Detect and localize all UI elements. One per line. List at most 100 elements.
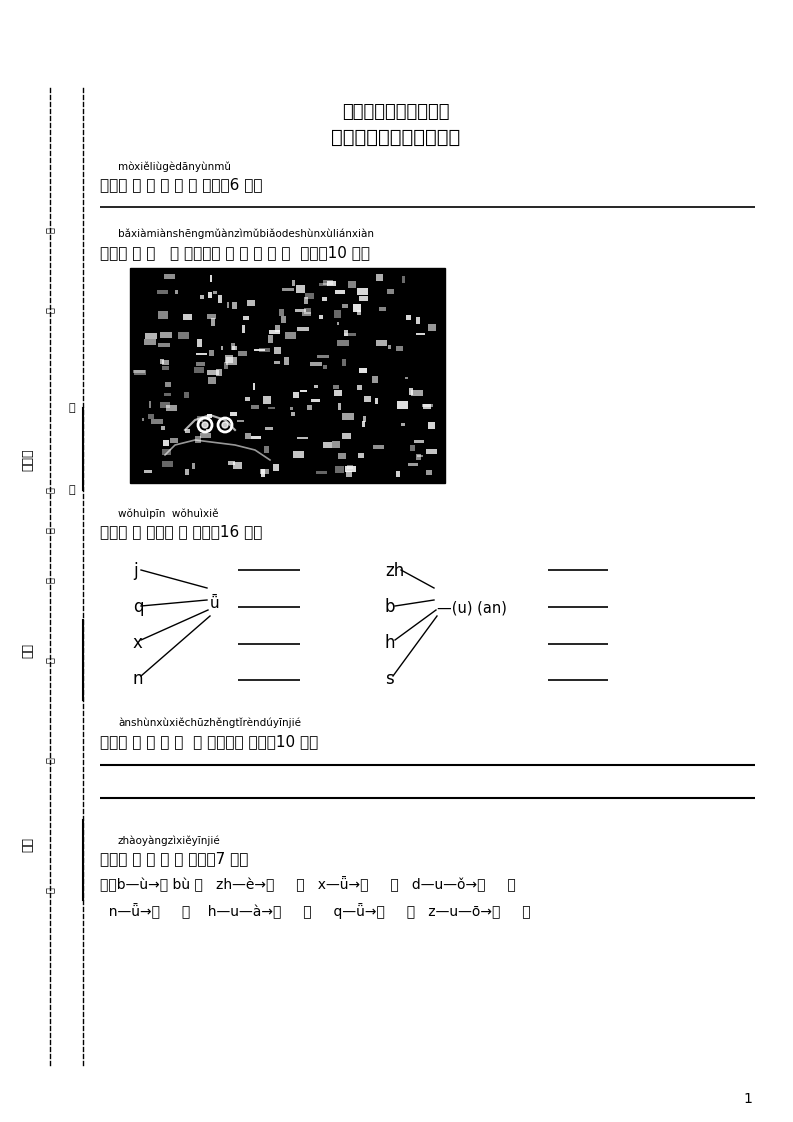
Bar: [237, 420, 243, 422]
Bar: [417, 454, 423, 458]
Text: 四、按 顺 序 写 出  整 体认读音 节。（10 分）: 四、按 顺 序 写 出 整 体认读音 节。（10 分）: [100, 734, 318, 749]
Bar: [228, 461, 235, 466]
Bar: [216, 369, 222, 376]
Bar: [337, 322, 339, 325]
Text: bǎxiàmiànshēngmǔànzìmǔbiǎodeshùnxùliánxiàn: bǎxiàmiànshēngmǔànzìmǔbiǎodeshùnxùliánxi…: [118, 228, 374, 239]
Bar: [410, 445, 415, 451]
Bar: [210, 276, 213, 282]
Bar: [164, 274, 175, 279]
Bar: [358, 296, 369, 302]
Text: q: q: [133, 598, 144, 616]
Bar: [344, 330, 348, 335]
Bar: [268, 335, 273, 343]
Bar: [291, 412, 296, 416]
Bar: [316, 356, 328, 358]
Bar: [233, 462, 242, 469]
Bar: [357, 310, 361, 315]
Bar: [363, 416, 366, 422]
Text: 订: 订: [45, 757, 55, 763]
Text: 答: 答: [45, 527, 55, 533]
Text: ànshùnxùxiěchūzhěngtǐrèndúyīnjié: ànshùnxùxiěchūzhěngtǐrèndúyīnjié: [118, 718, 301, 728]
Text: wǒhuìpīn  wǒhuìxiě: wǒhuìpīn wǒhuìxiě: [118, 508, 219, 518]
Text: 朝凤路学区一年级语文: 朝凤路学区一年级语文: [343, 103, 450, 121]
Bar: [232, 346, 236, 350]
Bar: [408, 463, 419, 466]
Bar: [208, 292, 213, 298]
Text: 五、照 样 子 写 音 节。（7 分）: 五、照 样 子 写 音 节。（7 分）: [100, 850, 248, 866]
Bar: [426, 450, 437, 454]
Bar: [151, 420, 163, 424]
Bar: [218, 295, 221, 303]
Bar: [305, 307, 312, 314]
Text: n—ǖ→（     ）    h—u—à→（     ）     q—ǖ→（     ）   z—u—ō→（     ）: n—ǖ→（ ） h—u—à→（ ） q—ǖ→（ ） z—u—ō→（ ）: [100, 903, 531, 919]
Bar: [274, 347, 282, 355]
Text: n: n: [133, 670, 144, 688]
Bar: [194, 367, 204, 373]
Text: 班级: 班级: [21, 643, 35, 657]
Bar: [163, 440, 169, 445]
Bar: [279, 309, 285, 315]
Bar: [295, 309, 306, 312]
Bar: [161, 426, 165, 430]
Text: 装: 装: [45, 888, 55, 893]
Bar: [170, 438, 178, 443]
Bar: [320, 283, 328, 286]
Bar: [211, 318, 215, 325]
Text: ：: ：: [69, 485, 75, 495]
Bar: [333, 386, 339, 388]
Bar: [269, 330, 280, 333]
Bar: [307, 405, 312, 410]
Bar: [159, 359, 163, 364]
Text: x: x: [133, 634, 143, 652]
Bar: [207, 369, 219, 375]
Bar: [293, 451, 305, 459]
Bar: [323, 365, 328, 369]
Bar: [197, 352, 207, 356]
Bar: [353, 304, 361, 312]
Bar: [164, 393, 170, 396]
Bar: [397, 402, 408, 408]
Bar: [284, 357, 289, 365]
Text: ǖ: ǖ: [210, 596, 220, 611]
Bar: [372, 376, 378, 383]
Bar: [183, 314, 192, 321]
Bar: [344, 333, 356, 337]
Bar: [342, 304, 348, 307]
Bar: [145, 333, 157, 339]
Bar: [207, 314, 216, 320]
Bar: [160, 332, 171, 338]
Bar: [163, 360, 169, 365]
Bar: [324, 280, 333, 285]
Bar: [197, 416, 202, 422]
Bar: [406, 315, 411, 320]
Text: ：: ：: [69, 403, 75, 413]
Bar: [245, 397, 250, 402]
Bar: [166, 405, 177, 412]
Bar: [396, 346, 404, 351]
Text: s: s: [385, 670, 394, 688]
Bar: [292, 279, 296, 286]
Bar: [378, 307, 386, 312]
Bar: [411, 390, 423, 396]
Bar: [221, 346, 223, 350]
Text: 1: 1: [744, 1092, 753, 1106]
Bar: [192, 463, 195, 469]
Bar: [365, 396, 371, 402]
Bar: [402, 276, 405, 283]
Bar: [426, 469, 431, 476]
Bar: [327, 280, 336, 286]
Bar: [231, 343, 235, 350]
Bar: [206, 429, 209, 432]
Bar: [186, 430, 190, 433]
Bar: [387, 288, 394, 294]
Bar: [428, 324, 436, 331]
Bar: [253, 383, 255, 390]
Bar: [396, 471, 400, 477]
Bar: [232, 302, 237, 309]
Bar: [260, 469, 269, 473]
Text: 内: 内: [45, 487, 55, 493]
Bar: [263, 396, 270, 404]
Text: 二、把 下 面   声 母按字母 表 的 顺 序 连  线。（10 分）: 二、把 下 面 声 母按字母 表 的 顺 序 连 线。（10 分）: [100, 245, 370, 260]
Bar: [416, 333, 425, 334]
Bar: [293, 392, 299, 397]
